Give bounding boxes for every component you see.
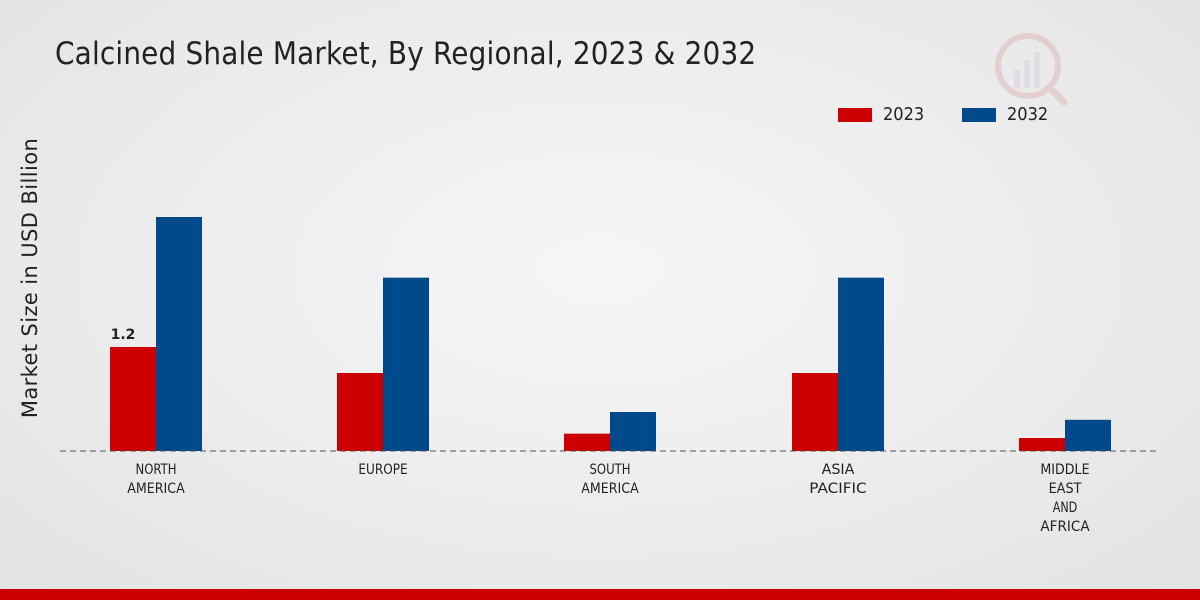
bar-2023-3 <box>792 373 838 451</box>
bar-2023-1 <box>337 373 383 451</box>
legend: 2023 2032 <box>838 104 1086 125</box>
bar-2032-1 <box>383 277 429 451</box>
bar-2023-2 <box>564 433 610 451</box>
bar-2032-4 <box>1065 419 1111 451</box>
x-tick-label-0: NORTH AMERICA <box>127 462 185 497</box>
legend-item-2023: 2023 <box>838 104 929 125</box>
bar-2023-0 <box>110 347 156 451</box>
watermark-logo-icon <box>995 33 1068 106</box>
legend-label-2032: 2032 <box>1006 104 1049 125</box>
bar-2032-0 <box>156 217 202 451</box>
bar-2032-3 <box>838 277 884 451</box>
legend-label-2023: 2023 <box>883 104 925 125</box>
bar-2032-2 <box>610 412 656 451</box>
legend-item-2032: 2032 <box>961 104 1053 125</box>
x-tick-label-4: MIDDLE EAST AND AFRICA <box>1040 462 1090 535</box>
legend-swatch-2023 <box>838 107 872 122</box>
legend-swatch-2032 <box>961 107 996 122</box>
bar-2023-4 <box>1019 438 1065 451</box>
x-tick-label-2: SOUTH AMERICA <box>581 462 639 497</box>
x-tick-label-3: ASIA PACIFIC <box>809 462 867 497</box>
data-label-0: 1.2 <box>111 327 136 343</box>
bottom-accent-bar <box>0 589 1200 600</box>
x-tick-label-1: EUROPE <box>358 462 407 478</box>
chart-title: Calcined Shale Market, By Regional, 2023… <box>55 36 757 72</box>
